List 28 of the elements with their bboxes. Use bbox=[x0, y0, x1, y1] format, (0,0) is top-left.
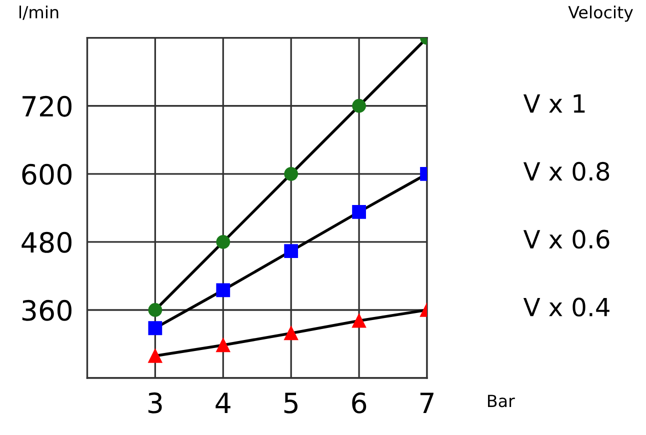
text: Velocity bbox=[568, 6, 633, 22]
x-axis-title: Bar bbox=[488, 394, 515, 408]
point bbox=[352, 98, 366, 113]
text: V x 1 bbox=[523, 94, 585, 113]
point bbox=[284, 244, 298, 258]
point bbox=[216, 235, 230, 249]
point bbox=[284, 326, 298, 340]
y-tick-label: 600 bbox=[22, 164, 72, 185]
point bbox=[352, 314, 366, 328]
y-tick-label: 480 bbox=[22, 232, 72, 253]
y-tick-label: 720 bbox=[22, 96, 72, 117]
point bbox=[148, 321, 162, 336]
point bbox=[148, 303, 162, 317]
y-tick-label: 360 bbox=[22, 300, 72, 321]
x-tick-label: 4 bbox=[216, 392, 230, 414]
point bbox=[216, 338, 230, 352]
x-tick-label: 5 bbox=[284, 392, 298, 414]
point bbox=[148, 348, 162, 363]
text: V x 0.6 bbox=[523, 230, 610, 249]
x-tick-label: 3 bbox=[148, 392, 162, 414]
y-axis-title: l/min bbox=[19, 6, 58, 20]
x-tick-label: 6 bbox=[352, 392, 366, 414]
point bbox=[352, 204, 366, 219]
point bbox=[284, 166, 298, 181]
text: V x 0.8 bbox=[523, 162, 610, 181]
point bbox=[216, 283, 230, 298]
text: V x 0.4 bbox=[523, 298, 610, 317]
x-tick-label: 7 bbox=[420, 392, 434, 414]
